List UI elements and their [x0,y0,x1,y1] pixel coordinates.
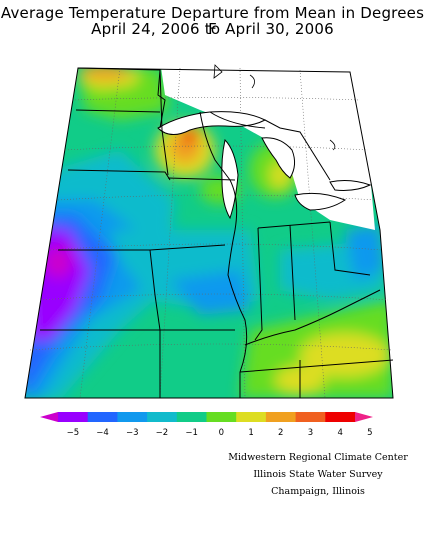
legend-tick-labels: −5 −4 −3 −2 −1 0 1 2 3 4 5 [67,428,373,438]
great-lakes [157,111,372,220]
credit-line-1: Midwestern Regional Climate Center [228,452,408,463]
canada-lakes [213,64,336,151]
map-title: Average Temperature Departure from Mean … [0,4,425,38]
legend-swatch [236,412,267,422]
legend-swatch [325,412,356,422]
legend-swatch [176,412,207,422]
map-date-range: April 24, 2006 to April 30, 2006 [91,20,334,38]
legend-swatch [355,412,373,422]
credit-line-2: Illinois State Water Survey [253,469,383,480]
legend-swatch [87,412,118,422]
legend-tick-label: 4 [337,428,342,438]
legend-swatch [58,412,89,422]
legend-swatch [265,412,297,422]
legend-tick-label: −2 [156,428,169,438]
legend-tick-label: 5 [367,428,372,438]
credit-line-3: Champaign, Illinois [271,486,365,497]
legend-swatch [40,412,58,422]
legend-tick-label: −4 [96,428,109,438]
legend-tick-label: −1 [185,428,198,438]
legend-tick-label: 0 [219,428,224,438]
legend-tick-label: 3 [308,428,313,438]
legend-swatch [147,412,178,422]
legend-tick-label: −5 [67,428,80,438]
legend-tick-label: 1 [248,428,253,438]
state-boundaries [40,67,394,398]
legend-swatch [117,412,148,422]
legend-bar [40,412,373,422]
legend-swatch [295,412,326,422]
legend-tick-label: −3 [126,428,139,438]
map-boundary [24,67,394,399]
legend-swatch [206,412,237,422]
legend-tick-label: 2 [278,428,283,438]
